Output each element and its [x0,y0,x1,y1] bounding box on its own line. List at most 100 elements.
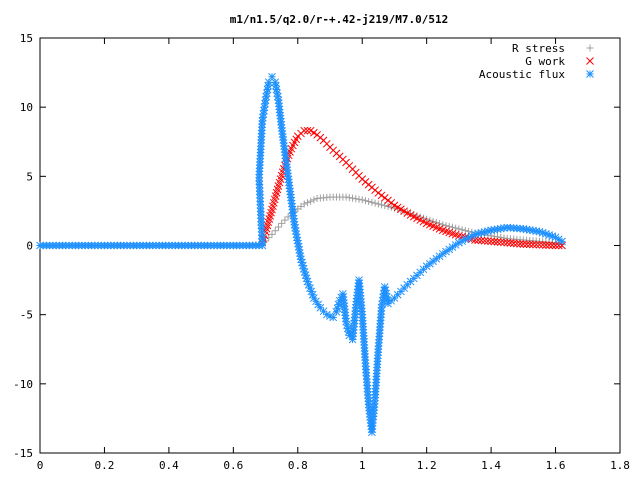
data-point-fill [310,196,318,204]
data-point-fill [341,314,350,323]
data-point-fill [532,240,541,249]
data-point-fill [513,239,521,248]
y-tick-label: 10 [20,101,33,114]
data-point-fill [345,194,353,202]
data-point-fill [194,241,202,250]
data-point-fill [292,135,301,144]
data-point-fill [374,348,382,357]
data-point [358,196,366,204]
data-point-fill [264,82,272,90]
data-point-fill [284,213,292,221]
data-point-fill [302,274,311,283]
y-tick-label: 0 [26,240,33,253]
data-point [535,240,544,249]
data-point-fill [525,240,534,249]
data-point-fill [506,239,515,247]
legend-marker [586,57,594,65]
data-point-fill [271,227,279,235]
data-point-fill [436,220,444,228]
y-tick-label: -5 [20,309,33,322]
data-point-fill [384,196,392,205]
data-point-fill [339,193,347,201]
data-point-fill [297,202,305,210]
data-point-fill [323,193,331,201]
data-point-fill [500,234,508,242]
x-tick-label: 0.8 [288,459,308,472]
data-point-fill [177,241,186,250]
data-point-fill [361,356,370,364]
data-point-fill [308,290,317,299]
x-tick-label: 1 [359,459,366,472]
data-point-fill [145,241,154,250]
data-point-fill [307,197,315,205]
data-point [503,238,512,247]
x-tick-label: 1.8 [610,459,630,472]
data-point-fill [554,235,563,244]
data-point-fill [97,241,106,250]
data-point-fill [258,120,267,129]
data-point-fill [548,232,557,240]
legend-marker [586,70,594,78]
data-point [268,230,276,238]
x-tick-label: 0.6 [223,459,243,472]
data-point-fill [161,241,170,250]
data-point-fill [490,237,499,246]
data-point-fill [365,198,373,206]
data-point-fill [403,209,412,217]
x-tick-label: 1.2 [417,459,437,472]
legend-label: Acoustic flux [479,68,565,81]
x-tick-label: 1.6 [546,459,566,472]
data-point-fill [542,241,550,249]
x-tick-label: 1.4 [481,459,501,472]
data-point-fill [322,139,331,148]
data-point-fill [273,92,282,101]
data-point-fill [461,235,470,244]
data-point-fill [226,241,234,250]
data-point-fill [267,208,275,217]
data-point-fill [380,194,389,202]
data-point-fill [474,236,483,245]
data-point-fill [480,236,489,245]
data-point-fill [516,236,524,244]
data-point-fill [370,396,379,405]
y-tick-label: -15 [13,447,33,460]
data-point-fill [242,241,251,250]
data-point-fill [355,195,363,203]
data-point-fill [358,307,366,316]
data-point-fill [368,198,376,206]
legend-label: R stress [512,42,565,55]
data-point-fill [548,241,557,250]
data-point-fill [387,296,396,305]
data-point-fill [516,239,524,248]
data-point-fill [297,129,305,138]
data-point [519,240,528,248]
data-point-fill [49,241,57,250]
data-point-fill [538,241,547,249]
data-point-fill [371,186,379,195]
y-axis: -15 -10 -5 0 5 10 15 [13,32,620,460]
series-g-work [258,126,566,250]
y-tick-label: 15 [20,32,33,45]
series-acoustic-flux [36,72,566,437]
data-point-fill [274,223,282,231]
data-point-fill [377,191,386,200]
data-point-fill [377,307,386,315]
data-point [374,200,382,208]
data-point-fill [532,227,541,235]
data-point-fill [210,241,218,250]
data-point-fill [339,155,347,164]
series-layer [36,72,566,437]
data-point-fill [378,201,386,209]
data-point-fill [81,241,89,250]
data-point-fill [451,241,460,249]
data-point-fill [387,199,396,207]
data-point-fill [326,312,334,320]
data-point-fill [435,225,444,233]
data-point [487,237,495,246]
x-tick-label: 0.4 [159,459,179,472]
data-point-fill [361,197,369,205]
data-point-fill [65,241,73,250]
data-point-fill [500,238,508,247]
legend-label: G work [525,55,565,68]
